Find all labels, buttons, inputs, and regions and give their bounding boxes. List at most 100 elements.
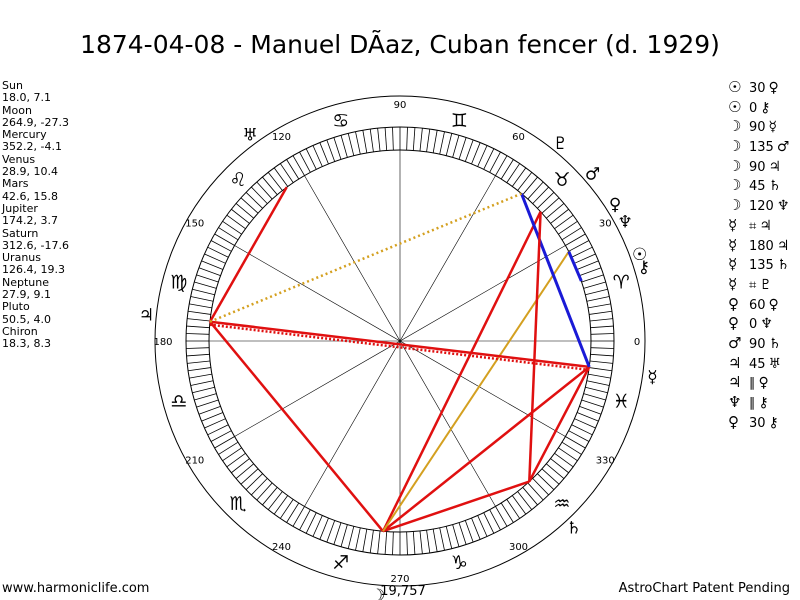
degree-tick [589,318,613,322]
degree-tick [406,127,408,151]
aspect-planet-glyph: ☉ [728,78,742,96]
degree-tick [500,502,514,523]
leo-glyph: ♌ [230,169,247,191]
aspect-planet-glyph: ♃ [776,237,790,254]
degree-tick [495,155,508,176]
planet-coords-sun: 18.0, 7.1 [2,91,51,105]
degree-tick [384,127,388,151]
aspect-row: ☽ 45 ♄ [728,176,789,196]
aspect-line [528,366,591,483]
degree-tick [452,524,460,547]
degree-tick [245,473,263,490]
degree-tick [546,463,565,479]
degree-label: 180 [153,337,172,348]
degree-tick [392,127,394,151]
aspect-line [209,320,384,533]
degree-tick [369,129,374,152]
degree-tick [256,181,273,200]
aspect-row: ☿ 180 ♃ [728,236,789,256]
aspect-type: 30 [749,81,766,96]
planet-coords-moon: 264.9, -27.3 [2,115,69,129]
degree-tick [273,167,289,187]
aspect-type: 90 [749,159,766,175]
degree-label: 0 [634,337,640,348]
degree-tick [222,221,242,235]
degree-label: 210 [185,456,204,467]
planet-coords-saturn: 312.6, -17.6 [2,238,69,252]
degree-tick [583,281,606,289]
degree-tick [369,530,374,553]
aspect-type: 135 [749,258,774,274]
degree-tick [432,529,438,552]
planet-coords-mercury: 352.2, -4.1 [2,140,62,154]
degree-tick [273,495,289,515]
patent-footer: AstroChart Patent Pending [618,581,790,596]
degree-tick [226,214,246,230]
degree-tick [192,386,215,394]
degree-tick [186,353,210,357]
degree-tick [511,167,527,187]
degree-tick [201,260,224,270]
degree-tick [299,509,311,531]
degree-tick [186,333,210,335]
degree-tick [432,130,438,153]
degree-tick [537,192,555,209]
degree-tick [589,367,612,372]
aspect-type: ∥ [749,376,756,392]
aspect-type: 60 [749,297,766,313]
degree-tick [347,526,355,549]
planet-coords-neptune: 27.9, 9.1 [2,288,51,302]
degree-tick [240,197,259,214]
aspect-planet-glyph: ♃ [768,158,782,175]
aspect-planet-glyph: ☿ [768,119,778,136]
degree-tick [231,208,250,224]
degree-tick [286,159,300,180]
aspect-row: ♀ 0 ♆ [728,314,789,334]
degree-tick [235,203,254,219]
degree-tick [532,478,549,496]
aspect-row: ♀ 60 ♀ [728,295,789,315]
degree-tick [292,506,305,527]
aspect-line [209,320,590,369]
degree-label: 330 [596,456,615,467]
aspect-planet-glyph: ☿ [728,255,738,274]
degree-tick [554,452,574,468]
degree-tick [500,159,514,180]
degree-tick [188,367,211,372]
degree-tick [574,418,596,429]
aspect-planet-glyph: ☽ [728,176,742,195]
aspect-planet-glyph: ♀ [768,296,779,313]
aspect-planet-glyph: ♇ [759,276,772,293]
aspect-planet-glyph: ♂ [776,139,790,156]
degree-tick [204,418,226,429]
degree-tick [412,127,416,151]
degree-tick [589,360,613,364]
aspect-planet-glyph: ☽ [728,196,742,215]
degree-tick [579,405,602,415]
degree-tick [207,246,229,258]
degree-tick [186,325,210,329]
degree-tick [522,176,538,195]
degree-tick [464,139,474,162]
degree-tick [445,133,453,156]
aspect-line [520,193,591,368]
aspect-planet-glyph: ♄ [768,335,782,352]
planet-name-mercury: Mercury [2,128,47,142]
aspect-type: 180 [749,238,774,254]
website-footer[interactable]: www.harmoniclife.com [2,581,150,596]
cancer-glyph: ♋ [332,110,349,132]
aspect-planet-glyph: ♆ [776,198,790,215]
degree-tick [267,172,283,191]
pluto-glyph: ♇ [553,134,568,154]
degree-tick [585,386,608,394]
degree-tick [419,530,423,554]
degree-tick [541,468,560,485]
venus-glyph: ♀ [609,195,621,215]
aspect-type: ⌗ [749,218,757,234]
degree-tick [187,360,211,364]
degree-tick [362,130,368,153]
degree-tick [527,181,544,200]
degree-tick [190,296,214,302]
aspect-planet-glyph: ♃ [728,353,742,372]
degree-tick [426,129,431,152]
